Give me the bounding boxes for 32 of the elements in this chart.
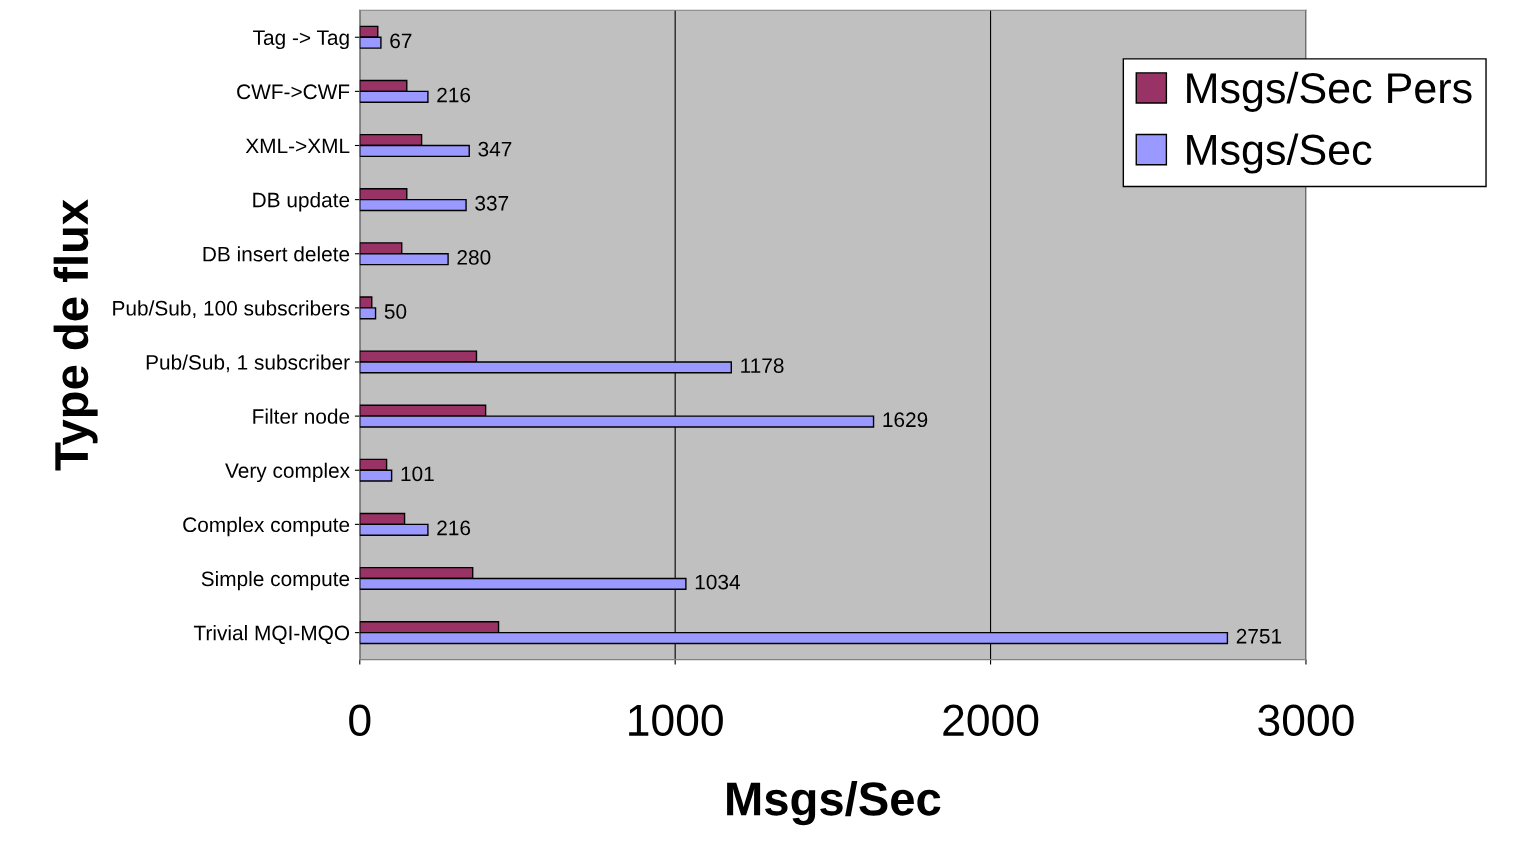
data-label: 50 xyxy=(384,304,407,319)
x-tick-label: 2000 xyxy=(943,704,1039,737)
y-tick-label: Pub/Sub, 1 subscriber xyxy=(146,354,350,373)
y-tick-label: Tag -> Tag xyxy=(253,30,349,50)
y-tick-label: Simple compute xyxy=(201,570,350,591)
y-tick-label: Very complex xyxy=(225,462,350,483)
data-label: 67 xyxy=(390,33,412,49)
data-label: 1629 xyxy=(883,412,928,428)
y-tick-label: DB insert delete xyxy=(203,246,350,262)
x-tick-label: 3000 xyxy=(1258,704,1354,737)
data-label: 1034 xyxy=(695,574,740,590)
y-tick-label: XML->XML xyxy=(245,138,350,154)
y-tick-label: Trivial MQI-MQO xyxy=(193,625,350,645)
y-tick-label: Pub/Sub, 100 subscribers xyxy=(113,300,350,319)
y-tick-label: Complex compute xyxy=(183,516,350,537)
y-tick-label: CWF->CWF xyxy=(237,84,350,100)
legend-label: Msgs/Sec Pers xyxy=(1187,71,1472,112)
data-label: 216 xyxy=(437,87,471,103)
data-label: 216 xyxy=(437,520,471,536)
x-tick-label: 1000 xyxy=(629,704,723,737)
data-label: 280 xyxy=(457,250,491,265)
x-tick-label: 0 xyxy=(349,704,371,737)
data-label: 347 xyxy=(478,141,512,157)
data-label: 1178 xyxy=(741,358,784,373)
legend-label: Msgs/Sec xyxy=(1187,133,1372,174)
y-tick-label: Filter node xyxy=(253,408,350,424)
data-label: 2751 xyxy=(1236,628,1282,644)
data-label: 337 xyxy=(475,195,509,211)
data-label: 101 xyxy=(401,466,434,482)
x-axis-title: Msgs/Sec xyxy=(727,780,941,826)
y-tick-label: DB update xyxy=(253,192,350,212)
y-axis-title: Type de flux xyxy=(53,199,98,471)
